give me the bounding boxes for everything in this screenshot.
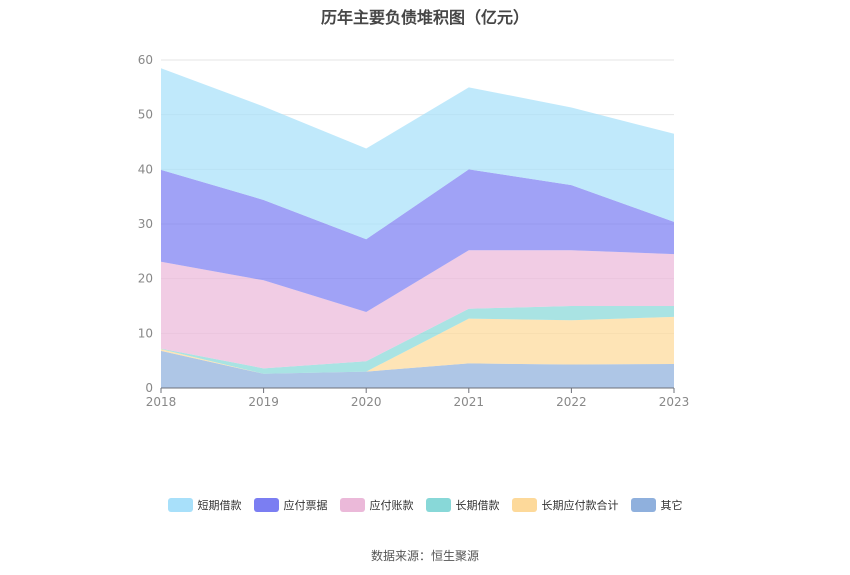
legend-label: 长期应付款合计 <box>541 499 619 512</box>
axes: 0 10 20 30 40 50 60 2018 2019 2020 2021 2022 2023 <box>138 53 690 409</box>
legend-swatch <box>511 498 537 512</box>
area-series <box>161 68 674 388</box>
x-tick-label: 2020 <box>351 395 382 409</box>
legend-label: 短期借款 <box>197 499 242 512</box>
legend-item[interactable]: 短期借款 <box>167 497 242 513</box>
legend-label: 其它 <box>660 499 683 512</box>
area-3 <box>161 250 674 369</box>
legend-swatch <box>339 498 365 512</box>
legend-item[interactable]: 应付票据 <box>253 497 328 513</box>
area-4 <box>161 169 674 313</box>
y-tick-label: 20 <box>138 272 153 286</box>
legend-item[interactable]: 长期借款 <box>425 497 500 513</box>
x-tick-label: 2018 <box>146 395 177 409</box>
area-2 <box>161 306 674 374</box>
x-tick-label: 2021 <box>454 395 485 409</box>
source-text: 数据来源：恒生聚源 <box>370 549 479 563</box>
legend-item[interactable]: 长期应付款合计 <box>511 497 619 513</box>
area-1 <box>161 316 674 374</box>
legend: 短期借款 应付票据 应付账款 长期借款 长期应付款合计 其它 <box>0 497 850 513</box>
legend-swatch <box>167 498 193 512</box>
y-tick-label: 60 <box>138 53 153 67</box>
legend-swatch <box>425 498 451 512</box>
x-tick-label: 2022 <box>556 395 587 409</box>
legend-label: 应付票据 <box>283 499 328 512</box>
legend-item[interactable]: 应付账款 <box>339 497 414 513</box>
y-tick-label: 40 <box>138 162 153 176</box>
y-tick-label: 0 <box>145 381 153 395</box>
chart-title: 历年主要负债堆积图（亿元） <box>320 8 529 27</box>
legend-item[interactable]: 其它 <box>630 497 683 513</box>
area-5 <box>161 68 674 240</box>
y-tick-label: 10 <box>138 326 153 340</box>
y-tick-label: 30 <box>138 217 153 231</box>
legend-label: 应付账款 <box>369 499 414 512</box>
legend-swatch <box>253 498 279 512</box>
area-0 <box>161 350 674 388</box>
legend-swatch <box>630 498 656 512</box>
legend-label: 长期借款 <box>455 499 500 512</box>
x-tick-label: 2019 <box>248 395 279 409</box>
x-tick-label: 2023 <box>659 395 690 409</box>
y-tick-label: 50 <box>138 108 153 122</box>
